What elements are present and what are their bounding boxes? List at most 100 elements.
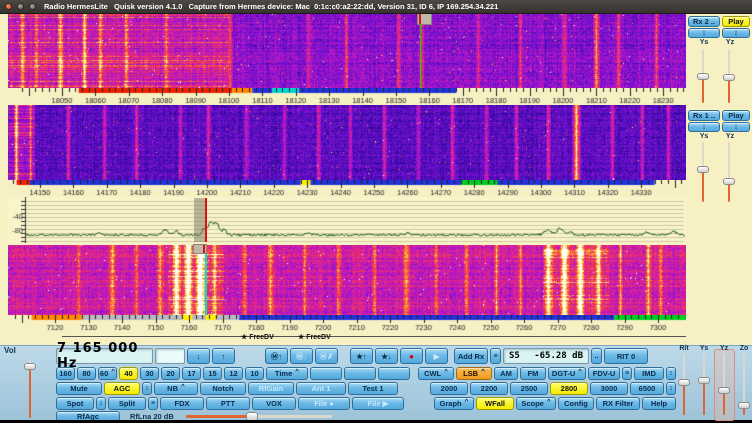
agc-spin-button[interactable]: ↕ [142, 382, 152, 395]
rx2-ys-spin-button[interactable]: ↕ [688, 28, 720, 38]
mode-fdv-u-button[interactable]: FDV-U [588, 367, 620, 380]
rx1-waterfall[interactable] [8, 105, 686, 180]
graph-carrier-line[interactable] [205, 198, 207, 242]
band-30-button[interactable]: 30 [140, 367, 159, 380]
step-up-button[interactable]: ↑ [212, 348, 235, 364]
rx1-play-button[interactable]: Play [722, 110, 750, 121]
band-12-button[interactable]: 12 [224, 367, 243, 380]
band-80-button[interactable]: 80 [77, 367, 96, 380]
rx2-ys-slider[interactable] [697, 48, 709, 104]
filter-2800-button[interactable]: 2800 [550, 382, 588, 395]
step-down-button[interactable]: ↓ [187, 348, 210, 364]
nb-button[interactable]: NB ^ [154, 382, 198, 395]
rit-button[interactable]: RIT 0 [604, 348, 648, 364]
rx2-yz-slider[interactable] [723, 48, 735, 104]
band-blank-button[interactable] [378, 367, 410, 380]
graph-button[interactable]: Graph ^ [434, 397, 474, 410]
rx2-tuning-line[interactable] [420, 25, 421, 88]
band-17-button[interactable]: 17 [182, 367, 201, 380]
close-button[interactable] [5, 3, 12, 10]
rx2-yz-slider-handle[interactable] [723, 74, 735, 81]
filter-2500-button[interactable]: 2500 [510, 382, 548, 395]
rx1-ys-slider[interactable] [697, 141, 709, 203]
yz-slider[interactable] [718, 353, 730, 416]
smeter-menu-button[interactable]: .. [591, 348, 602, 364]
rx1-frequency-scale[interactable] [8, 180, 686, 196]
mode-cwl-button[interactable]: CWL ^ [418, 367, 454, 380]
zo-slider[interactable] [738, 353, 750, 416]
notch-button[interactable]: Notch [200, 382, 246, 395]
split-button[interactable]: Split [108, 397, 146, 410]
rx2-frequency-scale[interactable] [8, 88, 686, 104]
station-marker[interactable]: ★ FreeDV [298, 333, 331, 341]
main-frequency-scale[interactable] [8, 315, 686, 331]
band-15-button[interactable]: 15 [203, 367, 222, 380]
main-waterfall[interactable] [8, 245, 686, 315]
filter-2200-button[interactable]: 2200 [470, 382, 508, 395]
rx1-yz-slider-handle[interactable] [723, 178, 735, 185]
band-blank-button[interactable] [310, 367, 342, 380]
mode-am-button[interactable]: AM [494, 367, 518, 380]
band-20-button[interactable]: 20 [161, 367, 180, 380]
band-10-button[interactable]: 10 [245, 367, 264, 380]
rx1-button[interactable]: Rx 1 .. [688, 110, 720, 121]
rx2-waterfall[interactable] [8, 14, 686, 88]
spot-button[interactable]: Spot [56, 397, 94, 410]
mode-imd-button[interactable]: IMD [634, 367, 664, 380]
minimize-button[interactable] [17, 3, 24, 10]
rx2-button[interactable]: Rx 2 .. [688, 16, 720, 27]
filter-spin-button[interactable]: ↕ [666, 382, 676, 395]
ys-slider[interactable] [698, 353, 710, 416]
main-tuning-box[interactable] [193, 244, 207, 254]
rx1-yz-slider[interactable] [723, 141, 735, 203]
yz-slider-handle[interactable] [718, 387, 730, 394]
wfall-button[interactable]: WFall [476, 397, 514, 410]
memory-save-button[interactable]: Ⓜ↑ [265, 348, 288, 364]
rx2-yz-spin-button[interactable]: ↕ [722, 28, 750, 38]
rit-slider-handle[interactable] [678, 379, 690, 386]
imd-spin-button[interactable]: ↕ [666, 367, 676, 380]
rx-filter-button[interactable]: RX Filter [596, 397, 640, 410]
ptt-button[interactable]: PTT [206, 397, 250, 410]
station-marker[interactable]: ★ FreeDV [241, 333, 274, 341]
vox-button[interactable]: VOX [252, 397, 296, 410]
mode-lsb-button[interactable]: LSB ^ [456, 367, 492, 380]
mode-fm-button[interactable]: FM [520, 367, 546, 380]
frequency-display[interactable]: 7 165 000 Hz [56, 341, 153, 371]
mute-button[interactable]: Mute [56, 382, 102, 395]
rx1-yz-spin-button[interactable]: ↕ [722, 122, 750, 132]
volume-slider[interactable] [24, 357, 36, 419]
ys-slider-handle[interactable] [698, 377, 710, 384]
mode-dgt-u-button[interactable]: DGT-U ^ [548, 367, 586, 380]
config-button[interactable]: Config [558, 397, 594, 410]
volume-slider-handle[interactable] [24, 363, 36, 370]
rit-slider[interactable] [678, 353, 690, 416]
split-list-button[interactable]: ≡ [148, 397, 158, 410]
rx2-play-button[interactable]: Play [722, 16, 750, 27]
graph-filter-band[interactable] [194, 198, 206, 242]
frequency-entry[interactable] [155, 348, 185, 364]
fdv-list-button[interactable]: ≡ [622, 367, 632, 380]
rx1-ys-spin-button[interactable]: ↕ [688, 122, 720, 132]
agc-button[interactable]: AGC [104, 382, 140, 395]
favorite-add-button[interactable]: ★↑ [350, 348, 373, 364]
rx2-tuning-box[interactable] [417, 13, 432, 25]
filter-6500-button[interactable]: 6500 [630, 382, 664, 395]
rx2-ys-slider-handle[interactable] [697, 73, 709, 80]
test-1-button[interactable]: Test 1 [348, 382, 398, 395]
scope-button[interactable]: Scope ^ [516, 397, 556, 410]
band-40-button[interactable]: 40 [119, 367, 138, 380]
band-60-button[interactable]: 60 ^ [98, 367, 117, 380]
main-tuning-line[interactable] [205, 254, 207, 315]
zo-slider-handle[interactable] [738, 402, 750, 409]
fdx-button[interactable]: FDX [160, 397, 204, 410]
rx-list-button[interactable]: ≡ [490, 348, 501, 364]
rx1-ys-slider-handle[interactable] [697, 166, 709, 173]
filter-3000-button[interactable]: 3000 [590, 382, 628, 395]
filter-2000-button[interactable]: 2000 [430, 382, 468, 395]
spectrum-graph[interactable] [8, 197, 686, 243]
band-160-button[interactable]: 160 [56, 367, 75, 380]
band-blank-button[interactable] [344, 367, 376, 380]
add-rx-button[interactable]: Add Rx [454, 348, 488, 364]
help-button[interactable]: Help [642, 397, 676, 410]
